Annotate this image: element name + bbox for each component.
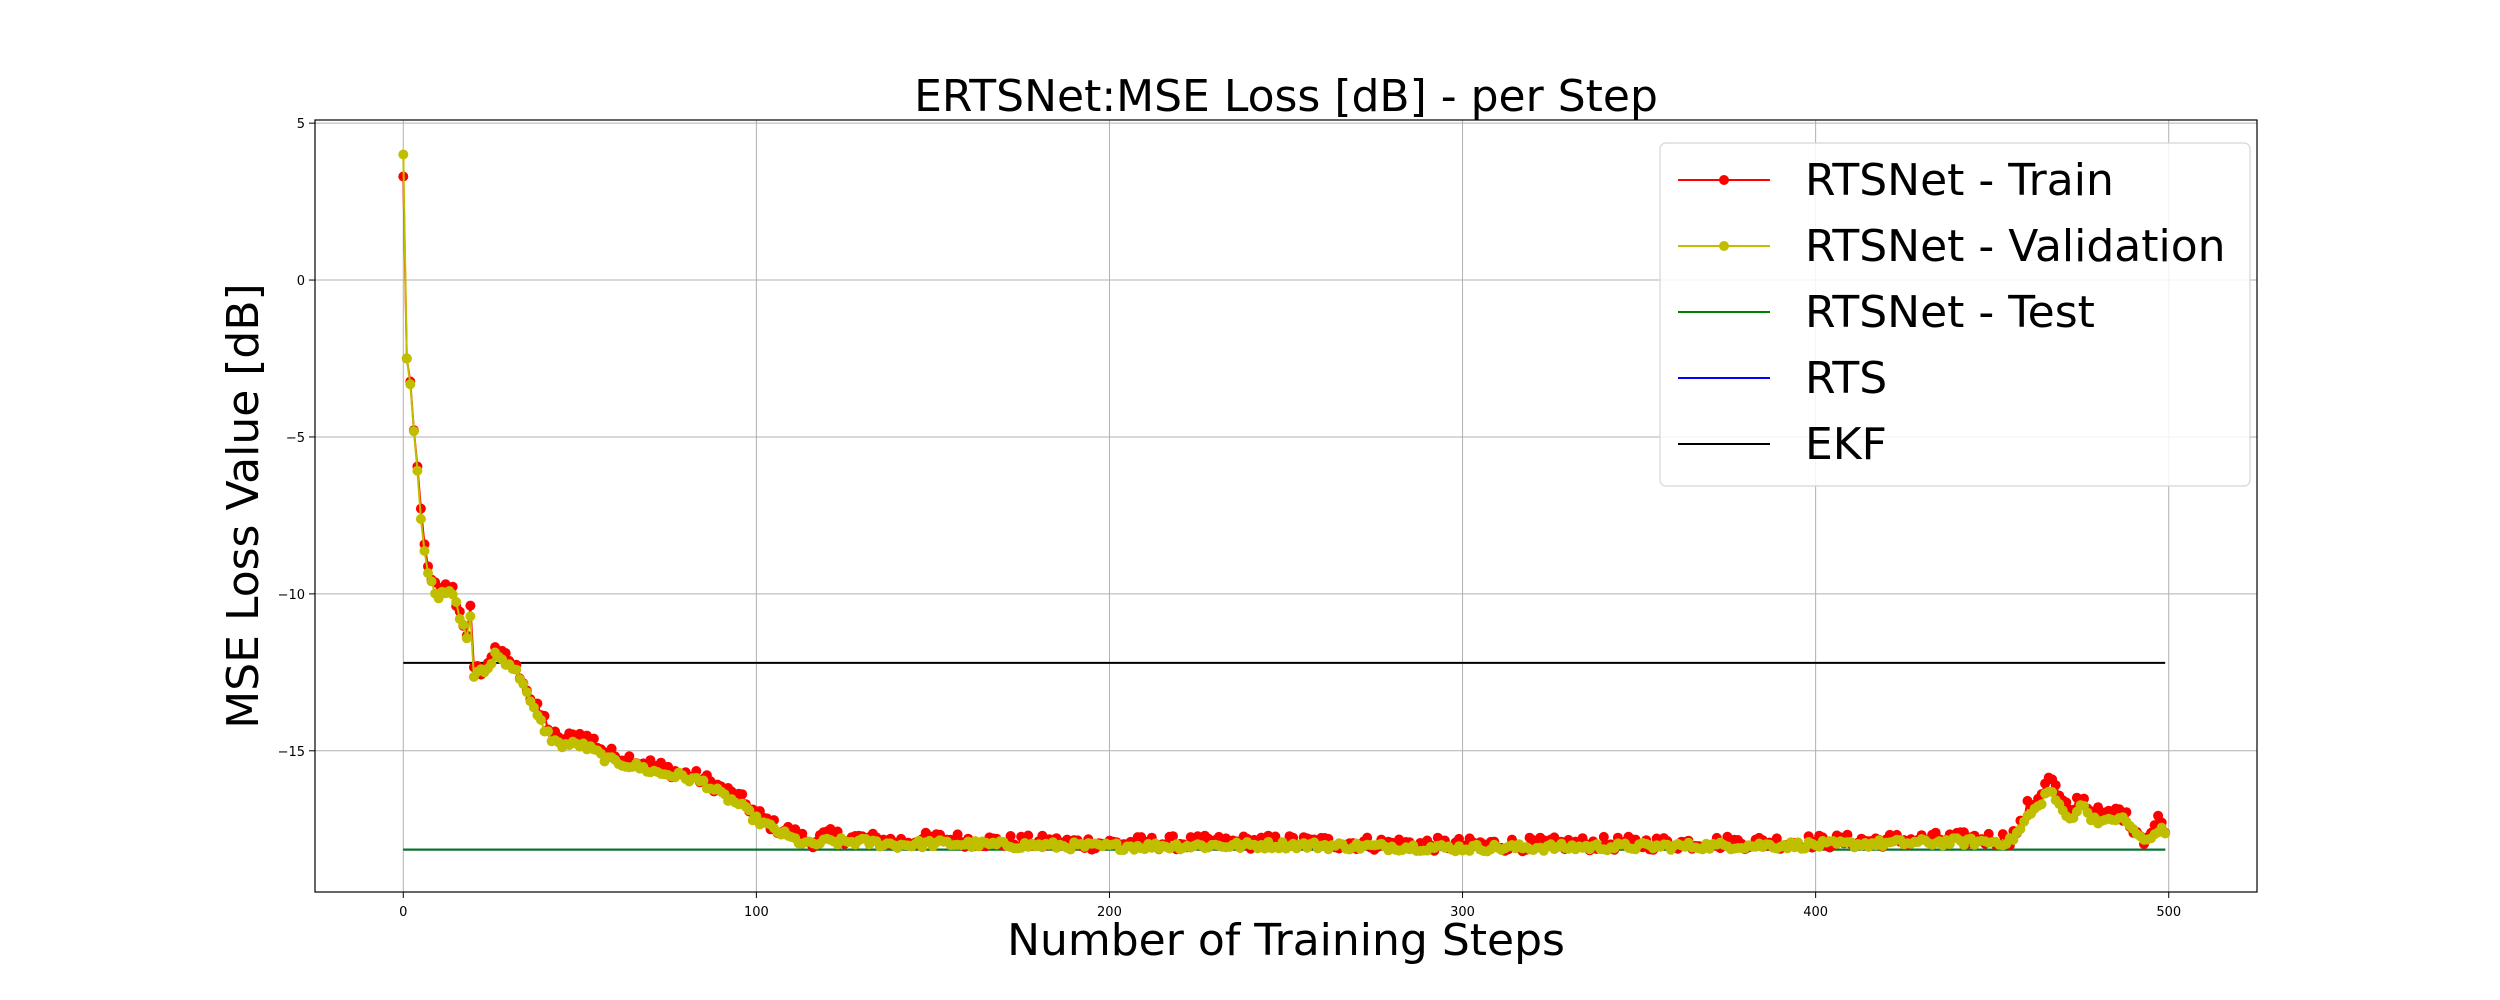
data-point bbox=[426, 576, 437, 587]
data-point bbox=[486, 658, 497, 669]
data-point bbox=[465, 600, 476, 611]
y-tick-label: −5 bbox=[286, 431, 305, 446]
x-axis-label: Number of Training Steps bbox=[1007, 915, 1565, 966]
chart-title: ERTSNet:MSE Loss [dB] - per Step bbox=[914, 71, 1658, 122]
x-tick-label: 500 bbox=[2156, 905, 2181, 920]
data-point bbox=[1362, 832, 1373, 843]
legend-entry-rtsnet-test: RTSNet - Test bbox=[1678, 287, 2095, 338]
data-point bbox=[624, 751, 635, 762]
x-tick-label: 300 bbox=[1450, 905, 1475, 920]
series-layer bbox=[398, 149, 2171, 857]
data-point bbox=[511, 664, 522, 675]
legend-entry-rts: RTS bbox=[1678, 353, 1887, 404]
data-point bbox=[751, 811, 762, 822]
data-point bbox=[451, 597, 462, 607]
data-point bbox=[790, 824, 801, 835]
data-point bbox=[398, 149, 409, 160]
x-tick-label: 100 bbox=[744, 905, 769, 920]
data-point bbox=[2093, 802, 2104, 813]
y-tick-label: −10 bbox=[278, 588, 305, 603]
data-point bbox=[521, 687, 532, 698]
data-point bbox=[1168, 831, 1178, 842]
data-point bbox=[606, 743, 617, 754]
y-tick-label: 5 bbox=[297, 117, 305, 132]
legend-label: EKF bbox=[1805, 419, 1887, 470]
data-point bbox=[2160, 828, 2171, 839]
x-tick-label: 200 bbox=[1097, 905, 1122, 920]
data-point bbox=[1270, 831, 1281, 842]
data-point bbox=[412, 465, 423, 476]
data-point bbox=[458, 619, 469, 630]
data-point bbox=[415, 514, 426, 524]
data-point bbox=[952, 829, 963, 840]
ticks: 0 100 200 300 400 500 5 0 −5 −10 −15 bbox=[278, 117, 2182, 920]
data-point bbox=[2047, 787, 2058, 797]
data-point bbox=[461, 633, 472, 644]
data-point bbox=[2015, 824, 2026, 835]
data-point bbox=[588, 733, 599, 744]
legend-label: RTSNet - Train bbox=[1805, 155, 2114, 206]
legend-marker bbox=[1719, 175, 1729, 185]
legend-box bbox=[1659, 142, 2251, 487]
data-point bbox=[419, 546, 430, 556]
legend-entry-ekf: EKF bbox=[1678, 419, 1887, 470]
legend-entry-rtsnet-validation: RTSNet - Validation bbox=[1678, 221, 2226, 272]
legend-marker bbox=[1719, 241, 1729, 251]
legend-label: RTSNet - Validation bbox=[1805, 221, 2226, 272]
data-point bbox=[737, 789, 748, 800]
data-point bbox=[1023, 830, 1034, 841]
data-point bbox=[528, 702, 539, 713]
data-point bbox=[518, 679, 529, 690]
data-point bbox=[423, 568, 433, 579]
series-markers-rtsnet-validation bbox=[398, 149, 2171, 857]
data-point bbox=[543, 726, 553, 737]
data-point bbox=[1005, 831, 1016, 841]
x-tick-label: 0 bbox=[399, 905, 407, 920]
data-point bbox=[744, 805, 755, 816]
data-point bbox=[2082, 807, 2093, 818]
data-point bbox=[447, 589, 458, 600]
legend-label: RTS bbox=[1805, 353, 1887, 404]
legend-label: RTSNet - Test bbox=[1805, 287, 2095, 338]
y-axis-label: MSE Loss Value [dB] bbox=[218, 283, 269, 728]
y-tick-label: 0 bbox=[297, 274, 305, 289]
x-tick-label: 400 bbox=[1803, 905, 1828, 920]
data-point bbox=[465, 611, 476, 622]
plot-frame bbox=[314, 119, 2258, 893]
legend: RTSNet - Train RTSNet - Validation RTSNet … bbox=[1659, 142, 2251, 487]
data-point bbox=[1771, 833, 1782, 844]
data-point bbox=[401, 353, 412, 364]
grid bbox=[315, 120, 2257, 892]
data-point bbox=[408, 426, 419, 437]
data-point bbox=[2036, 799, 2047, 810]
data-point bbox=[2008, 834, 2019, 845]
data-point bbox=[536, 715, 546, 725]
legend-entry-rtsnet-train: RTSNet - Train bbox=[1678, 155, 2114, 206]
data-point bbox=[405, 379, 416, 390]
data-point bbox=[1598, 831, 1609, 842]
data-point bbox=[698, 775, 709, 786]
y-tick-label: −15 bbox=[278, 745, 305, 760]
